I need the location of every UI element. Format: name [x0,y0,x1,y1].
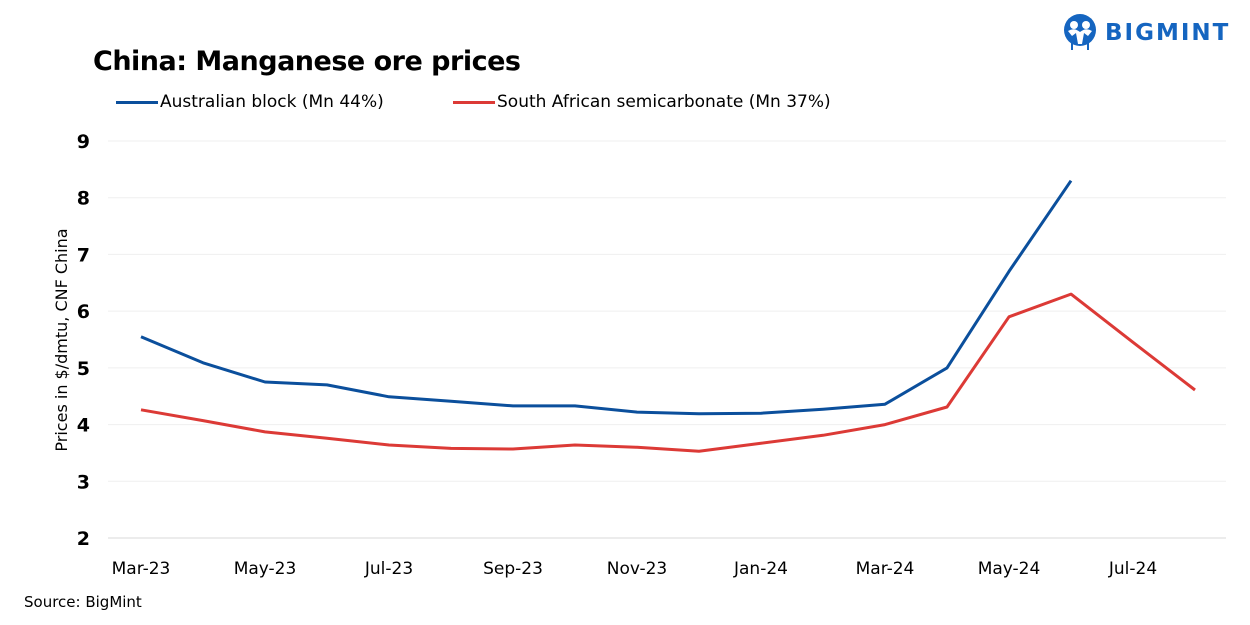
y-tick-label: 4 [77,415,90,437]
x-tick-label: May-24 [978,559,1041,579]
bigmint-people-logo-icon [1064,14,1096,50]
legend-item-australian-block: Australian block (Mn 44%) [116,92,384,112]
x-tick-label: Sep-23 [483,559,543,579]
y-tick-label: 7 [77,244,90,266]
y-axis-ticks: 2 3 4 5 6 7 8 9 [77,131,90,550]
x-tick-label: May-23 [234,559,297,579]
y-tick-label: 3 [77,471,90,493]
series-lines [140,179,1196,453]
legend-label-australian-block: Australian block (Mn 44%) [160,92,384,112]
series-line-south-african-semicarbonate [140,292,1196,453]
gridlines [108,140,1226,539]
chart-title: China: Manganese ore prices [93,46,521,77]
y-tick-label: 9 [77,131,90,153]
x-tick-label: Mar-23 [112,559,171,579]
legend-label-south-african: South African semicarbonate (Mn 37%) [497,92,831,112]
y-axis-label: Prices in $/dmtu, CNF China [52,228,71,451]
x-tick-label: Nov-23 [607,559,668,579]
x-tick-label: Jan-24 [733,559,788,579]
legend-swatch-australian-block [116,100,158,104]
y-tick-label: 8 [77,188,90,210]
y-tick-label: 6 [77,301,90,323]
series-line-australian-block [140,179,1073,416]
legend-item-south-african: South African semicarbonate (Mn 37%) [453,92,831,112]
x-axis-ticks: Mar-23 May-23 Jul-23 Sep-23 Nov-23 Jan-24 Mar-… [112,559,1158,579]
source-note: Source: BigMint [24,593,142,611]
x-tick-label: Jul-24 [1108,559,1157,579]
y-tick-label: 5 [77,358,90,380]
x-tick-label: Jul-23 [364,559,413,579]
x-tick-label: Mar-24 [856,559,915,579]
logo-text: BIGMINT [1105,20,1231,46]
legend-swatch-south-african [453,100,495,104]
y-tick-label: 2 [77,528,90,550]
bigmint-logo: BIGMINT [1063,14,1230,52]
